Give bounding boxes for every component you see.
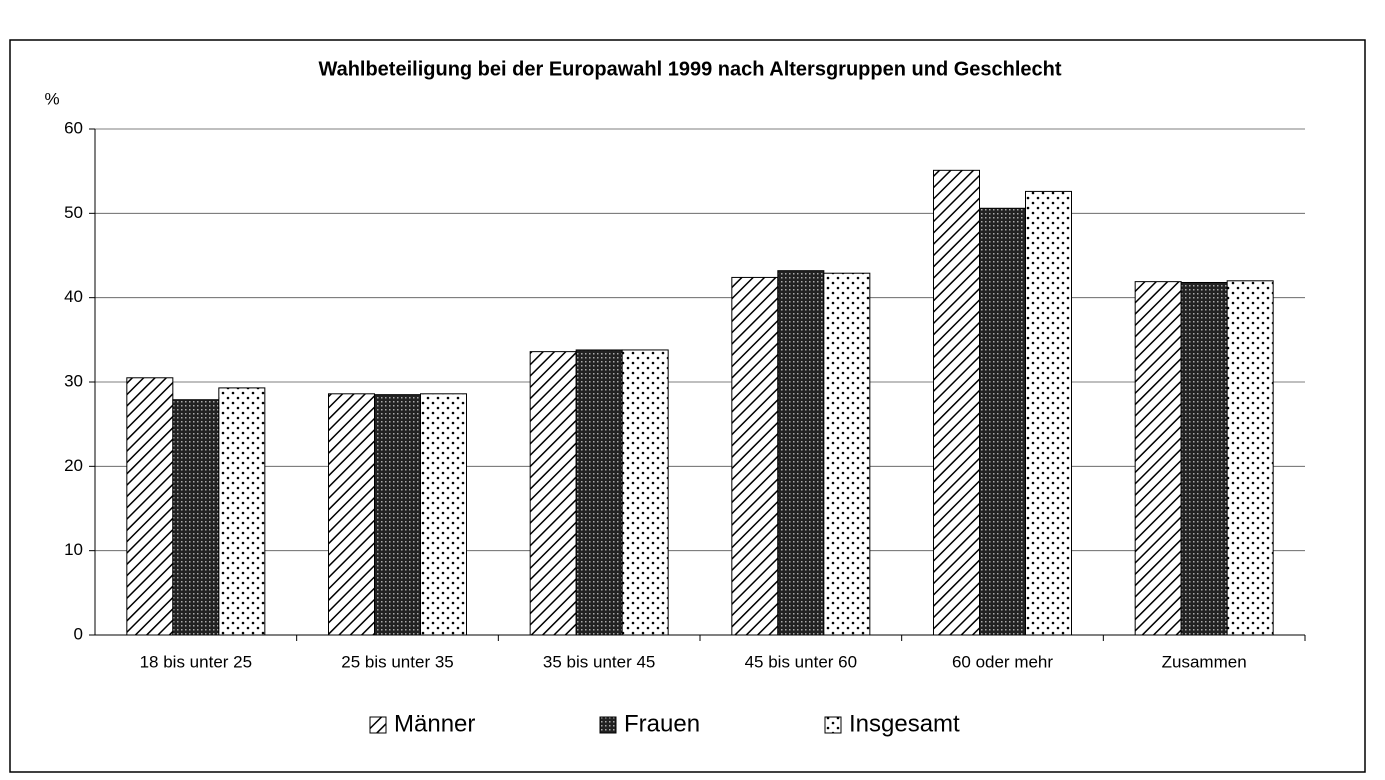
x-tick-label: 35 bis unter 45 bbox=[543, 652, 655, 671]
legend-label: Frauen bbox=[624, 710, 700, 737]
bar bbox=[777, 270, 825, 636]
y-tick-label: 10 bbox=[64, 540, 83, 559]
bar bbox=[1226, 280, 1274, 636]
legend-label: Insgesamt bbox=[849, 710, 960, 737]
y-tick-label: 30 bbox=[64, 371, 83, 390]
bar bbox=[1134, 281, 1182, 636]
bar bbox=[126, 377, 174, 636]
y-tick-label: 60 bbox=[64, 118, 83, 137]
legend-swatch bbox=[599, 716, 617, 734]
y-axis-label: % bbox=[44, 89, 59, 108]
x-tick-label: 60 oder mehr bbox=[952, 652, 1053, 671]
frame bbox=[9, 39, 1366, 773]
legend-swatch bbox=[824, 716, 842, 734]
bar bbox=[374, 394, 421, 636]
legend-label: Männer bbox=[394, 710, 475, 737]
bar bbox=[933, 169, 980, 636]
bar bbox=[529, 351, 577, 636]
bar bbox=[979, 207, 1026, 636]
bar bbox=[420, 393, 467, 636]
bar bbox=[1180, 281, 1228, 636]
legend-swatch bbox=[369, 716, 387, 734]
y-tick-label: 50 bbox=[64, 203, 83, 222]
x-tick-label: 45 bis unter 60 bbox=[745, 652, 857, 671]
bar bbox=[731, 276, 779, 636]
chart-title: Wahlbeteiligung bei der Europawahl 1999 … bbox=[318, 58, 1061, 80]
x-tick-label: Zusammen bbox=[1162, 652, 1247, 671]
bar bbox=[172, 399, 220, 636]
y-tick-label: 0 bbox=[74, 624, 83, 643]
bar bbox=[575, 349, 623, 636]
y-tick-label: 20 bbox=[64, 456, 83, 475]
x-tick-label: 25 bis unter 35 bbox=[341, 652, 453, 671]
bar bbox=[621, 349, 669, 636]
bar bbox=[218, 387, 266, 636]
y-tick-label: 40 bbox=[64, 287, 83, 306]
bar bbox=[823, 272, 871, 636]
bar bbox=[1025, 190, 1072, 636]
bar bbox=[328, 393, 375, 636]
x-tick-label: 18 bis unter 25 bbox=[140, 652, 252, 671]
